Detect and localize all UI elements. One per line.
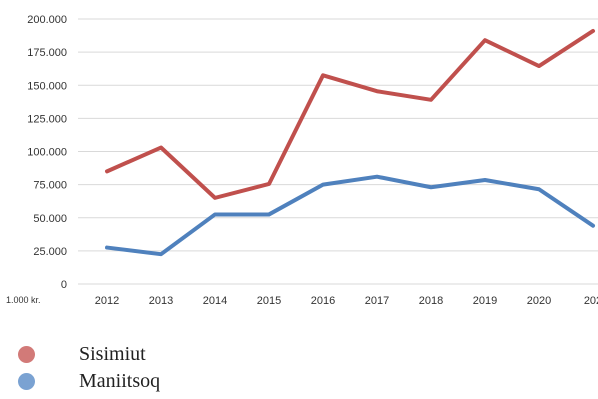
x-tick-label: 202 bbox=[584, 295, 598, 307]
data-point-sisimiut bbox=[268, 183, 270, 185]
data-point-maniitsoq bbox=[106, 247, 108, 249]
series-lines bbox=[105, 28, 595, 257]
data-point-maniitsoq bbox=[484, 179, 486, 181]
data-point-maniitsoq bbox=[430, 186, 432, 188]
legend: Sisimiut Maniitsoq bbox=[18, 341, 160, 395]
y-tick-label: 0 bbox=[61, 279, 67, 291]
x-tick-label: 2012 bbox=[95, 295, 119, 307]
y-tick-label: 150.000 bbox=[27, 80, 67, 92]
x-tick-label: 2014 bbox=[203, 295, 227, 307]
y-tick-label: 100.000 bbox=[27, 147, 67, 159]
data-point-sisimiut bbox=[160, 147, 162, 149]
data-point-maniitsoq bbox=[376, 176, 378, 178]
data-point-maniitsoq bbox=[268, 213, 270, 215]
x-tick-label: 2013 bbox=[149, 295, 173, 307]
x-tick-label: 2019 bbox=[473, 295, 497, 307]
x-tick-label: 2018 bbox=[419, 295, 443, 307]
x-tick-label: 2015 bbox=[257, 295, 281, 307]
y-tick-label: 125.000 bbox=[27, 113, 67, 125]
data-point-sisimiut bbox=[376, 90, 378, 92]
data-point-sisimiut bbox=[214, 197, 216, 199]
data-point-sisimiut bbox=[106, 170, 108, 172]
data-point-maniitsoq bbox=[592, 225, 594, 227]
y-tick-label: 50.000 bbox=[33, 213, 67, 225]
series-line-maniitsoq bbox=[105, 174, 595, 257]
x-tick-label: 2020 bbox=[527, 295, 551, 307]
x-tick-label: 2016 bbox=[311, 295, 335, 307]
data-point-maniitsoq bbox=[538, 188, 540, 190]
data-point-maniitsoq bbox=[322, 184, 324, 186]
data-point-sisimiut bbox=[430, 99, 432, 101]
data-point-maniitsoq bbox=[160, 253, 162, 255]
legend-marker-sisimiut bbox=[18, 346, 35, 363]
legend-label-sisimiut: Sisimiut bbox=[79, 343, 146, 365]
data-point-sisimiut bbox=[484, 39, 486, 41]
data-point-sisimiut bbox=[592, 30, 594, 32]
y-tick-label: 25.000 bbox=[33, 246, 67, 258]
y-axis-ticks: 0 25.000 50.000 75.000 100.000 125.000 150.000… bbox=[27, 14, 67, 291]
x-tick-label: 2017 bbox=[365, 295, 389, 307]
y-axis-unit-label: 1.000 kr. bbox=[6, 295, 41, 305]
legend-label-maniitsoq: Maniitsoq bbox=[79, 370, 161, 392]
legend-marker-maniitsoq bbox=[18, 373, 35, 390]
y-tick-label: 200.000 bbox=[27, 14, 67, 26]
x-axis-ticks: 2012 2013 2014 2015 2016 2017 2018 2019 2020 202 bbox=[95, 295, 598, 307]
line-chart: 0 25.000 50.000 75.000 100.000 125.000 150.000… bbox=[6, 14, 598, 307]
legend-item-sisimiut: Sisimiut bbox=[18, 341, 160, 368]
legend-item-maniitsoq: Maniitsoq bbox=[18, 368, 160, 395]
series-line-sisimiut bbox=[105, 28, 595, 200]
y-tick-label: 175.000 bbox=[27, 47, 67, 59]
data-point-maniitsoq bbox=[214, 213, 216, 215]
data-point-sisimiut bbox=[322, 74, 324, 76]
data-point-sisimiut bbox=[538, 65, 540, 67]
y-tick-label: 75.000 bbox=[33, 180, 67, 192]
